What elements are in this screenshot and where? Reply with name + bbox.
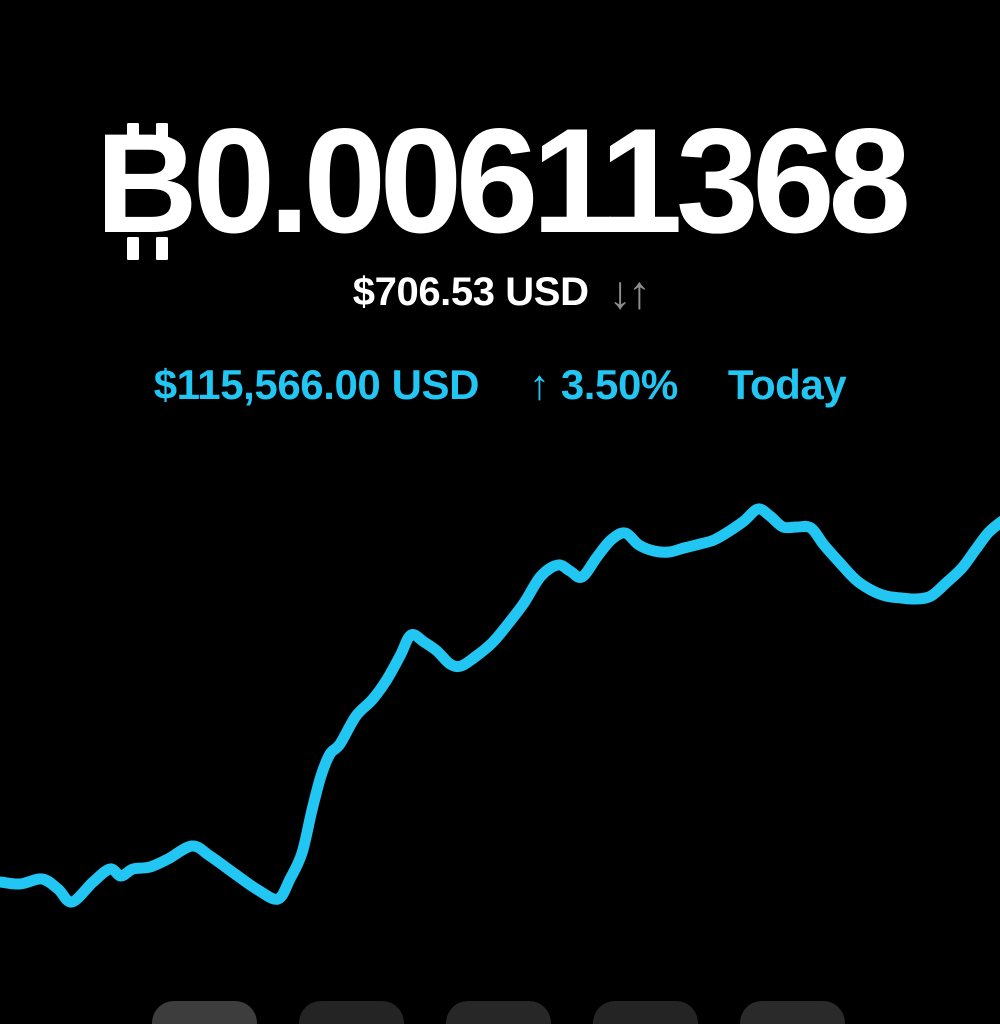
btc-symbol-prong: [126, 236, 139, 260]
btc-symbol-prong: [126, 122, 139, 146]
fiat-value: $706.53 USD: [352, 270, 589, 314]
stats-row: $115,566.00 USD ↑ 3.50% Today: [0, 360, 1000, 410]
swap-arrows-icon: ↓↑: [608, 266, 651, 318]
price-change-label: ↑ 3.50%: [529, 361, 678, 408]
btc-symbol-prong: [156, 122, 169, 146]
btc-symbol-letter: B: [95, 104, 198, 262]
currency-toggle-button[interactable]: ↓↑: [608, 266, 651, 318]
fiat-row: $706.53 USD ↓↑: [0, 268, 1000, 316]
btc-symbol-prong: [156, 236, 169, 260]
bitcoin-symbol-icon: B: [96, 112, 198, 260]
btc-price-label: $115,566.00 USD: [153, 361, 480, 408]
tab-stub-5[interactable]: [740, 1001, 845, 1024]
period-label[interactable]: Today: [727, 361, 847, 408]
tab-stub-3[interactable]: [446, 1001, 551, 1024]
tab-stub-2[interactable]: [299, 1001, 404, 1024]
btc-balance-headline: B 0.00611368: [0, 88, 1000, 274]
tab-stub-4[interactable]: [593, 1001, 698, 1024]
tab-stub-1[interactable]: [152, 1001, 257, 1024]
btc-balance-amount: 0.00611368: [192, 97, 912, 264]
price-sparkline-path: [0, 503, 1000, 908]
